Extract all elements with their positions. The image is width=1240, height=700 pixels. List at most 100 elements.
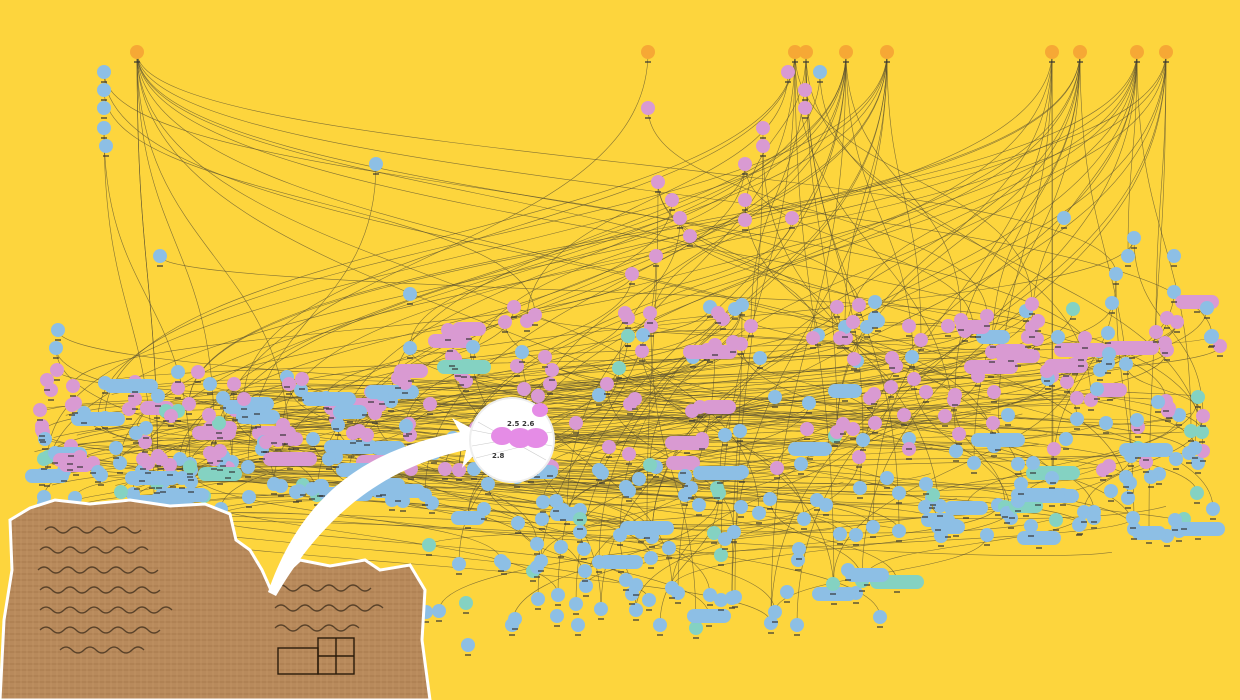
graph-edge bbox=[794, 51, 835, 595]
graph-node bbox=[693, 466, 747, 480]
graph-node bbox=[154, 452, 168, 466]
node-label-mark bbox=[155, 405, 161, 407]
graph-node bbox=[1102, 347, 1116, 361]
graph-edge bbox=[805, 51, 838, 433]
graph-node bbox=[191, 365, 205, 379]
node-label-mark bbox=[837, 347, 843, 349]
node-label-mark bbox=[785, 81, 791, 83]
graph-node bbox=[1130, 45, 1144, 59]
node-labels bbox=[37, 61, 1223, 656]
graph-edge bbox=[103, 71, 860, 306]
node-label-mark bbox=[739, 481, 745, 483]
node-label-mark bbox=[618, 571, 624, 573]
node-label-mark bbox=[633, 594, 639, 596]
node-label-mark bbox=[623, 496, 629, 498]
node-label-mark bbox=[452, 368, 458, 370]
node-label-mark bbox=[774, 477, 780, 479]
node-label-mark bbox=[988, 376, 994, 378]
graph-node bbox=[788, 442, 832, 456]
graph-node bbox=[830, 425, 844, 439]
node-label-mark bbox=[850, 438, 856, 440]
node-label-mark bbox=[1008, 527, 1014, 529]
graph-node bbox=[744, 319, 758, 333]
node-label-mark bbox=[1113, 283, 1119, 285]
graph-node bbox=[423, 397, 437, 411]
graph-node bbox=[1158, 336, 1172, 350]
node-label-mark bbox=[632, 408, 638, 410]
graph-node bbox=[324, 440, 378, 454]
node-label-mark bbox=[168, 425, 174, 427]
graph-edge bbox=[557, 51, 847, 596]
graph-node bbox=[360, 428, 374, 442]
graph-node bbox=[980, 528, 994, 542]
graph-node bbox=[833, 331, 847, 345]
node-label-mark bbox=[456, 479, 462, 481]
graph-node bbox=[151, 389, 165, 403]
graph-node bbox=[692, 498, 706, 512]
graph-node bbox=[577, 542, 591, 556]
graph-edge bbox=[405, 345, 1221, 427]
node-label-mark bbox=[984, 325, 990, 327]
node-label-mark bbox=[335, 434, 341, 436]
graph-node bbox=[798, 101, 812, 115]
graph-node bbox=[830, 300, 844, 314]
node-label-mark bbox=[1078, 365, 1084, 367]
node-label-mark bbox=[241, 408, 247, 410]
graph-node bbox=[241, 460, 255, 474]
graph-edge bbox=[136, 51, 760, 514]
node-label-mark bbox=[606, 456, 612, 458]
node-label-mark bbox=[810, 347, 816, 349]
node-label-mark bbox=[682, 485, 688, 487]
node-label-mark bbox=[42, 448, 48, 450]
graph-node bbox=[125, 471, 179, 485]
node-label-mark bbox=[364, 444, 370, 446]
node-label-mark bbox=[113, 457, 119, 459]
node-label-mark bbox=[598, 618, 604, 620]
graph-node bbox=[733, 424, 747, 438]
node-label-mark bbox=[647, 474, 653, 476]
node-label-mark bbox=[314, 504, 320, 506]
graph-edge bbox=[606, 383, 910, 450]
graph-node bbox=[237, 392, 251, 406]
node-label-mark bbox=[1074, 428, 1080, 430]
node-label-mark bbox=[945, 335, 951, 337]
node-label-mark bbox=[246, 506, 252, 508]
graph-node bbox=[1190, 486, 1204, 500]
graph-node bbox=[613, 528, 627, 542]
graph-node bbox=[481, 477, 495, 491]
graph-node bbox=[941, 319, 955, 333]
node-label-mark bbox=[188, 479, 194, 481]
node-label-mark bbox=[1072, 373, 1078, 375]
graph-node bbox=[375, 387, 389, 401]
node-label-mark bbox=[1143, 459, 1149, 461]
graph-node bbox=[907, 372, 921, 386]
node-label-mark bbox=[851, 368, 857, 370]
node-label-mark bbox=[455, 375, 461, 377]
graph-node bbox=[619, 573, 633, 587]
node-label-mark bbox=[984, 544, 990, 546]
node-label-mark bbox=[893, 375, 899, 377]
node-label-mark bbox=[842, 336, 848, 338]
graph-node bbox=[914, 333, 928, 347]
node-label-mark bbox=[187, 476, 193, 478]
node-label-mark bbox=[380, 494, 386, 496]
node-label-mark bbox=[555, 604, 561, 606]
node-label-mark bbox=[1163, 410, 1169, 412]
node-label-mark bbox=[376, 495, 382, 497]
graph-node bbox=[860, 320, 874, 334]
node-label-mark bbox=[884, 487, 890, 489]
graph-node bbox=[780, 585, 794, 599]
node-label-mark bbox=[599, 482, 605, 484]
node-label-mark bbox=[158, 468, 164, 470]
node-label-mark bbox=[442, 478, 448, 480]
node-label-mark bbox=[1129, 357, 1135, 359]
node-label-mark bbox=[217, 437, 223, 439]
node-label-mark bbox=[645, 61, 651, 63]
zoom-label: 2.6 bbox=[522, 420, 535, 428]
node-label-mark bbox=[101, 99, 107, 101]
node-label-mark bbox=[648, 567, 654, 569]
graph-edge bbox=[1136, 51, 1192, 432]
graph-node bbox=[806, 331, 820, 345]
node-label-mark bbox=[132, 408, 138, 410]
node-label-mark bbox=[688, 497, 694, 499]
